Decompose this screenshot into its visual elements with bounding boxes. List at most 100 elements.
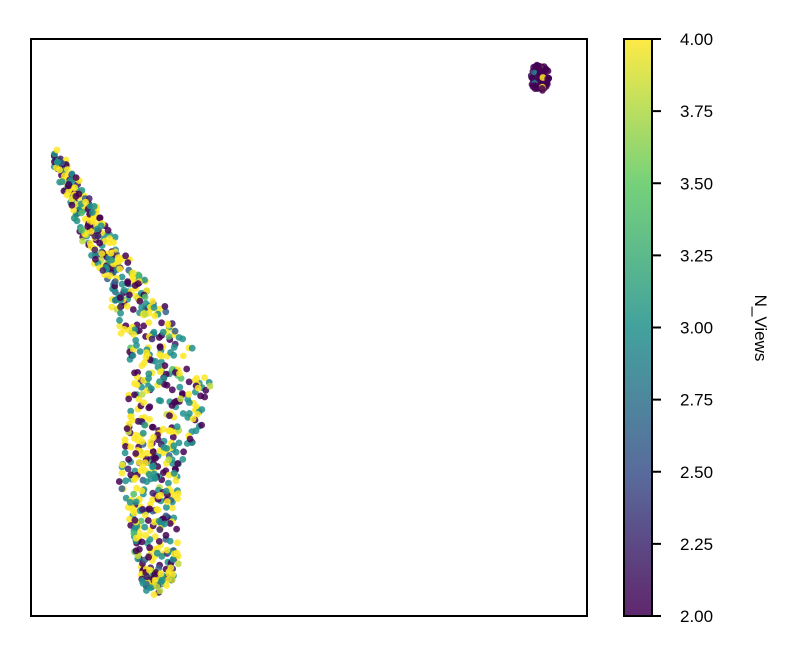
scatter-point: [176, 383, 184, 391]
scatter-point: [125, 456, 132, 463]
scatter-point: [133, 484, 141, 492]
scatter-point: [107, 249, 115, 257]
scatter-point: [129, 352, 137, 359]
scatter-point: [163, 381, 171, 389]
scatter-point: [132, 547, 140, 555]
scatter-point: [163, 503, 170, 511]
scatter-point: [160, 444, 168, 451]
scatter-point: [146, 544, 154, 552]
scatter-point: [179, 335, 187, 343]
scatter-point: [118, 469, 126, 477]
scatter-point: [168, 386, 176, 394]
scatter-point: [125, 291, 133, 299]
scatter-point: [132, 431, 140, 439]
scatter-point: [542, 65, 550, 73]
scatter-point: [151, 312, 159, 320]
scatter-point: [134, 437, 142, 444]
scatter-point: [72, 174, 80, 182]
scatter-point: [136, 297, 144, 305]
scatter-point: [151, 571, 159, 578]
scatter-point: [134, 271, 142, 279]
scatter-point: [145, 375, 153, 382]
scatter-point: [169, 570, 177, 578]
scatter-point: [143, 478, 151, 485]
scatter-point: [64, 166, 71, 173]
scatter-point: [141, 293, 149, 301]
scatter-point: [197, 392, 205, 400]
scatter-point: [54, 158, 61, 166]
scatter-point: [106, 235, 113, 242]
colorbar-tick-label: 3.50: [680, 174, 713, 193]
scatter-point: [155, 538, 163, 545]
scatter-point: [161, 520, 169, 528]
scatter-point: [56, 166, 63, 174]
scatter-point: [129, 269, 137, 277]
scatter-point: [146, 566, 153, 574]
scatter-point: [118, 485, 126, 493]
scatter-point: [183, 365, 191, 373]
scatter-point: [188, 344, 196, 352]
scatter-point: [172, 448, 180, 456]
plot-frame: [30, 38, 588, 617]
scatter-point: [155, 334, 163, 341]
scatter-point: [194, 410, 202, 418]
scatter-point: [174, 539, 181, 547]
scatter-point: [157, 491, 165, 499]
colorbar-tick-label: 2.75: [680, 391, 713, 410]
scatter-point: [132, 498, 140, 506]
scatter-point: [171, 398, 179, 406]
scatter-point: [128, 416, 136, 424]
scatter-point: [153, 549, 161, 557]
scatter-point: [129, 274, 137, 282]
scatter-point: [170, 550, 178, 558]
scatter-point: [147, 584, 154, 592]
scatter-point: [104, 226, 112, 234]
scatter-point: [129, 306, 137, 313]
scatter-point: [201, 374, 209, 381]
scatter-point: [185, 399, 193, 406]
scatter-point: [116, 265, 124, 273]
scatter-point: [132, 534, 140, 542]
scatter-point: [96, 239, 104, 247]
scatter-point: [139, 429, 147, 437]
scatter-point: [124, 465, 132, 473]
scatter-point: [166, 537, 174, 545]
scatter-point: [533, 85, 541, 92]
scatter-point: [118, 273, 126, 281]
scatter-point: [133, 341, 140, 349]
scatter-point: [153, 583, 161, 590]
scatter-point: [176, 370, 183, 377]
scatter-point: [145, 471, 153, 478]
scatter-point: [166, 412, 173, 420]
scatter-point: [91, 232, 99, 240]
scatter-point: [146, 536, 154, 543]
scatter-point: [96, 214, 103, 222]
scatter-point: [132, 336, 140, 344]
scatter-point: [156, 378, 164, 385]
scatter-points: [50, 61, 553, 598]
scatter-point: [117, 309, 124, 317]
scatter-point: [138, 487, 146, 495]
scatter-point: [194, 384, 202, 392]
scatter-point: [168, 576, 176, 584]
scatter-point: [198, 406, 206, 413]
scatter-point: [158, 352, 165, 360]
scatter-point: [163, 546, 171, 554]
scatter-point: [108, 256, 115, 264]
scatter-point: [145, 404, 153, 412]
scatter-point: [169, 504, 176, 512]
scatter-point: [538, 85, 546, 92]
scatter-point: [166, 520, 174, 527]
scatter-point: [148, 335, 156, 343]
scatter-point: [106, 272, 114, 280]
scatter-point: [145, 319, 153, 326]
scatter-point: [185, 390, 193, 398]
scatter-point: [97, 222, 105, 230]
scatter-point: [131, 524, 139, 532]
scatter-point: [144, 517, 152, 524]
scatter-point: [149, 297, 157, 305]
scatter-point: [189, 415, 197, 423]
scatter-point: [138, 538, 146, 546]
scatter-point: [141, 421, 149, 429]
